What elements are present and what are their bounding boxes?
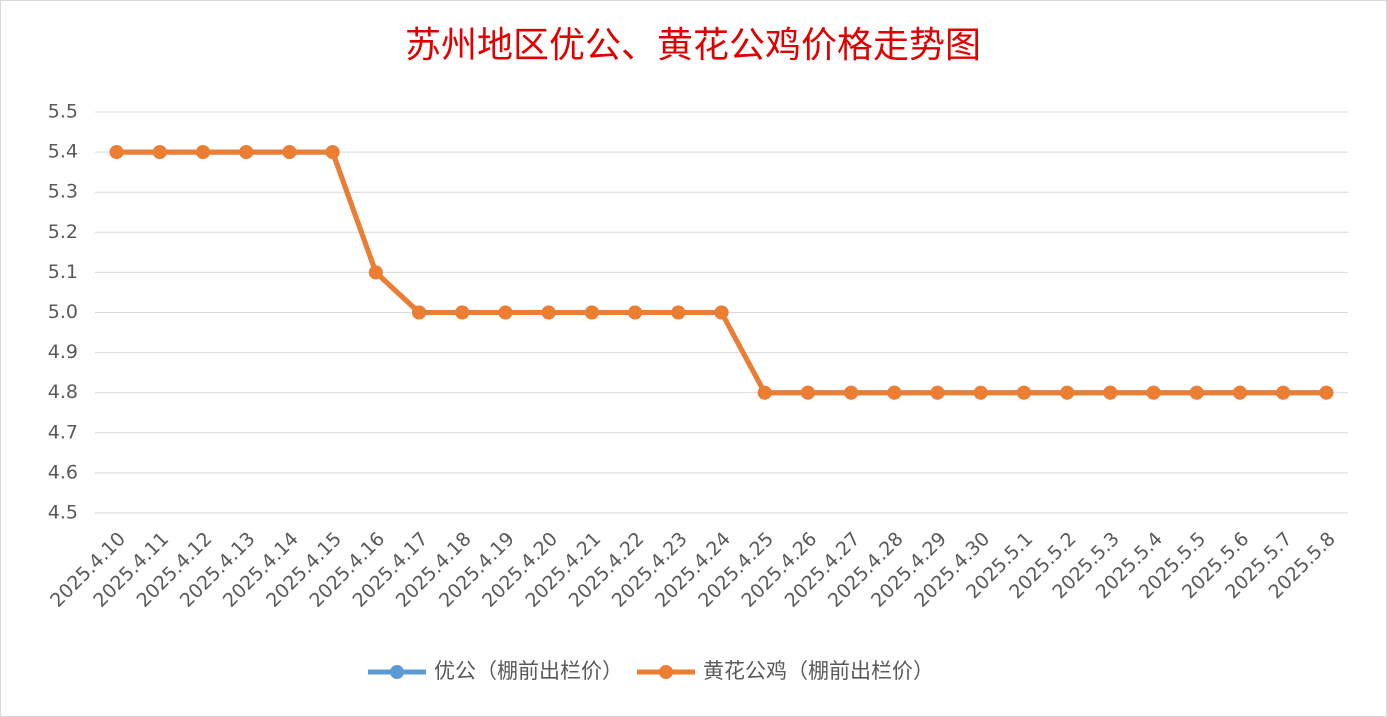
data-point [1232, 385, 1247, 400]
data-point [800, 385, 815, 400]
y-tick-label: 5.1 [48, 261, 78, 283]
chart-title: 苏州地区优公、黄花公鸡价格走势图 [405, 25, 981, 66]
data-point [1146, 385, 1161, 400]
data-point [196, 145, 211, 160]
data-point [973, 385, 988, 400]
data-point [757, 385, 772, 400]
y-tick-label: 4.8 [48, 381, 78, 403]
data-point [325, 145, 340, 160]
y-tick-label: 5.2 [48, 221, 78, 243]
data-point [1016, 385, 1031, 400]
legend-marker [390, 665, 404, 679]
y-tick-label: 5.5 [48, 101, 78, 123]
data-point [1189, 385, 1204, 400]
data-point [1276, 385, 1291, 400]
data-point [887, 385, 902, 400]
data-point [1060, 385, 1075, 400]
data-point [930, 385, 945, 400]
data-point [844, 385, 859, 400]
data-point [671, 305, 686, 320]
data-point [498, 305, 513, 320]
y-tick-label: 4.7 [48, 421, 78, 443]
data-point [1319, 385, 1334, 400]
data-point [714, 305, 729, 320]
data-point [455, 305, 470, 320]
data-point [368, 265, 383, 280]
y-tick-label: 4.6 [48, 461, 78, 483]
legend-label: 黄花公鸡（棚前出栏价） [703, 659, 934, 683]
y-tick-label: 5.4 [48, 141, 78, 163]
data-point [628, 305, 643, 320]
y-tick-label: 5.0 [48, 301, 78, 323]
y-tick-label: 4.5 [48, 502, 78, 524]
data-point [541, 305, 556, 320]
data-point [282, 145, 297, 160]
data-point [1103, 385, 1118, 400]
y-tick-label: 5.3 [48, 181, 78, 203]
legend-marker [659, 665, 673, 679]
y-tick-label: 4.9 [48, 341, 78, 363]
data-point [109, 145, 124, 160]
data-point [239, 145, 254, 160]
data-point [584, 305, 599, 320]
legend-label: 优公（棚前出栏价） [434, 659, 623, 683]
data-point [412, 305, 427, 320]
data-point [152, 145, 167, 160]
